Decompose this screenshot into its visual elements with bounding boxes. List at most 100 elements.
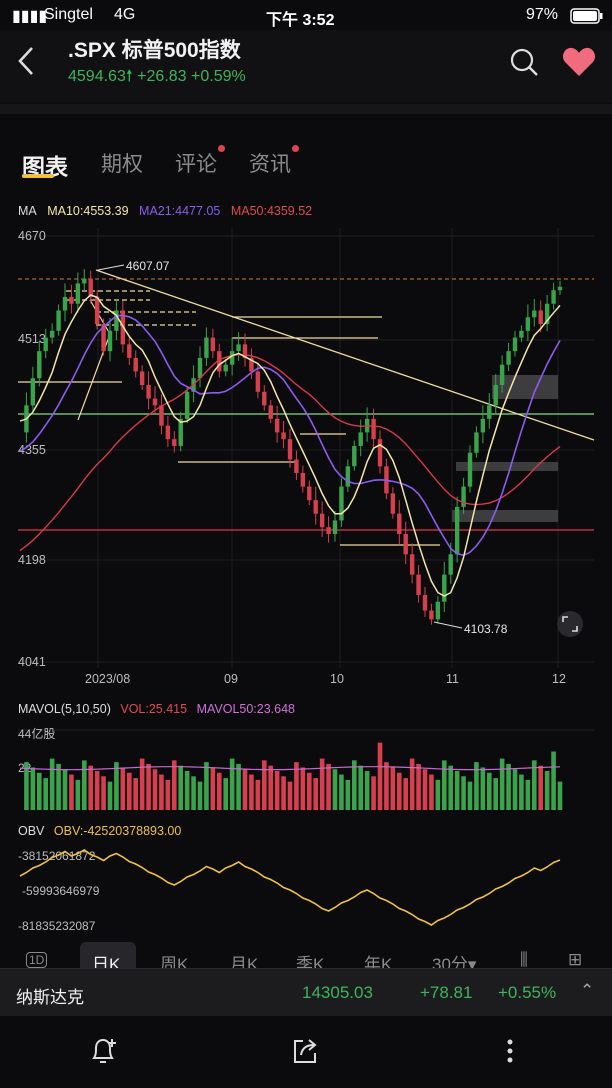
candle (493, 384, 498, 406)
volume-bar (499, 758, 505, 810)
volume-bar (384, 762, 389, 810)
tab-options[interactable]: 期权 (101, 153, 143, 176)
ma21-line (19, 314, 561, 557)
candle-type-icon[interactable]: ⫼ (520, 950, 528, 969)
candle (94, 296, 100, 325)
volume-bar (358, 765, 364, 810)
volume-bar (152, 769, 158, 810)
candle (255, 371, 261, 392)
x-tick-label: 09 (224, 672, 238, 686)
candle (506, 351, 511, 365)
x-tick-label: 2023/08 (85, 672, 130, 686)
candle (397, 513, 402, 534)
dashed-levels (66, 290, 196, 326)
volume-bar (56, 763, 61, 810)
volume-bar (306, 772, 312, 810)
header: .SPX 标普500指数 4594.63🠕 +26.83 +0.59% (0, 30, 612, 102)
volume-bar (467, 781, 473, 810)
volume-bar (326, 763, 331, 810)
battery-pct: 97% (526, 6, 559, 23)
candle (236, 344, 241, 352)
obv-value: OBV:-42520378893.00 (53, 824, 182, 838)
x-tick-label: 11 (446, 672, 459, 686)
zone-box (456, 462, 558, 471)
candle (287, 439, 293, 460)
annotation-leader (433, 621, 463, 629)
volume-bar (120, 767, 126, 810)
candle (525, 317, 531, 331)
candle (416, 574, 421, 595)
candle (82, 278, 87, 284)
volume-bar (171, 760, 177, 810)
candle (461, 486, 466, 507)
volume-bar (126, 772, 132, 810)
notification-dot (218, 145, 225, 152)
candle (390, 493, 396, 514)
volume-bar (101, 776, 106, 810)
candle (49, 330, 55, 338)
ticker-change: +78.81 (420, 983, 473, 1002)
candle (223, 364, 228, 372)
high-annotation: 4607.07 (126, 259, 170, 273)
volume-bar (364, 771, 370, 810)
volume-bar (36, 772, 42, 810)
candle (37, 351, 42, 379)
candle (184, 391, 190, 419)
candle (107, 330, 113, 352)
index-ticker[interactable]: 纳斯达克 14305.03 +78.81 +0.55% ⌃ (0, 968, 612, 1017)
candle (313, 500, 318, 514)
candle (62, 296, 68, 311)
candle (127, 344, 132, 358)
grid-icon[interactable]: ⊞ (568, 950, 583, 969)
expand-icon[interactable] (557, 611, 583, 637)
volume-bar (416, 763, 421, 810)
candle (43, 337, 48, 352)
volume-bar (493, 778, 499, 810)
candle (133, 357, 138, 372)
vol-legend: MAVOL(5,10,50) VOL:25.415 MAVOL50:23.648 (18, 702, 295, 716)
ma10-value: MA10:4553.39 (47, 204, 129, 218)
volume-bar (249, 774, 254, 810)
volume-bar (43, 778, 49, 810)
candle (178, 418, 183, 446)
candle (262, 391, 267, 406)
alert-bell-icon[interactable] (88, 1036, 118, 1066)
share-icon[interactable] (290, 1036, 320, 1066)
y-tick-label: 4041 (18, 655, 46, 669)
volume-bar (146, 763, 151, 810)
candle (229, 351, 235, 365)
candle (499, 364, 505, 385)
candle (249, 357, 254, 372)
ma50-line (19, 353, 561, 552)
candle (454, 506, 460, 555)
volume-bar (544, 771, 550, 810)
candle (448, 554, 453, 575)
y-tick-label: 4198 (18, 553, 46, 567)
volume-bar (294, 762, 299, 810)
mavol50-value: MAVOL50:23.648 (196, 702, 296, 716)
more-icon[interactable] (500, 1036, 520, 1066)
volume-bar (223, 778, 229, 810)
chevron-up-icon[interactable]: ⌃ (580, 981, 595, 1000)
volume-bar (159, 774, 164, 810)
volume-bar (435, 779, 441, 810)
back-icon[interactable] (14, 44, 38, 84)
volume-bar (184, 771, 190, 810)
candle (242, 344, 248, 358)
bottom-toolbar (0, 1016, 612, 1088)
candle (204, 337, 209, 358)
search-icon[interactable] (508, 46, 540, 78)
volume-bar (30, 767, 36, 810)
change: +26.83 (137, 68, 187, 85)
volume-bar (261, 760, 267, 810)
candle (332, 520, 338, 534)
tab-comments[interactable]: 评论 (175, 153, 217, 176)
heart-icon[interactable] (562, 46, 596, 78)
ticker-change-pct: +0.55% (498, 983, 557, 1002)
tab-news[interactable]: 资讯 (249, 153, 291, 176)
volume-bar (62, 769, 68, 810)
volume-bar (429, 774, 434, 810)
price-chart[interactable]: 4670 4513 4355 4198 4041 2023/08 09 10 1… (0, 222, 612, 942)
volume-bar (49, 758, 55, 810)
period-1d[interactable]: 1D (26, 952, 48, 968)
